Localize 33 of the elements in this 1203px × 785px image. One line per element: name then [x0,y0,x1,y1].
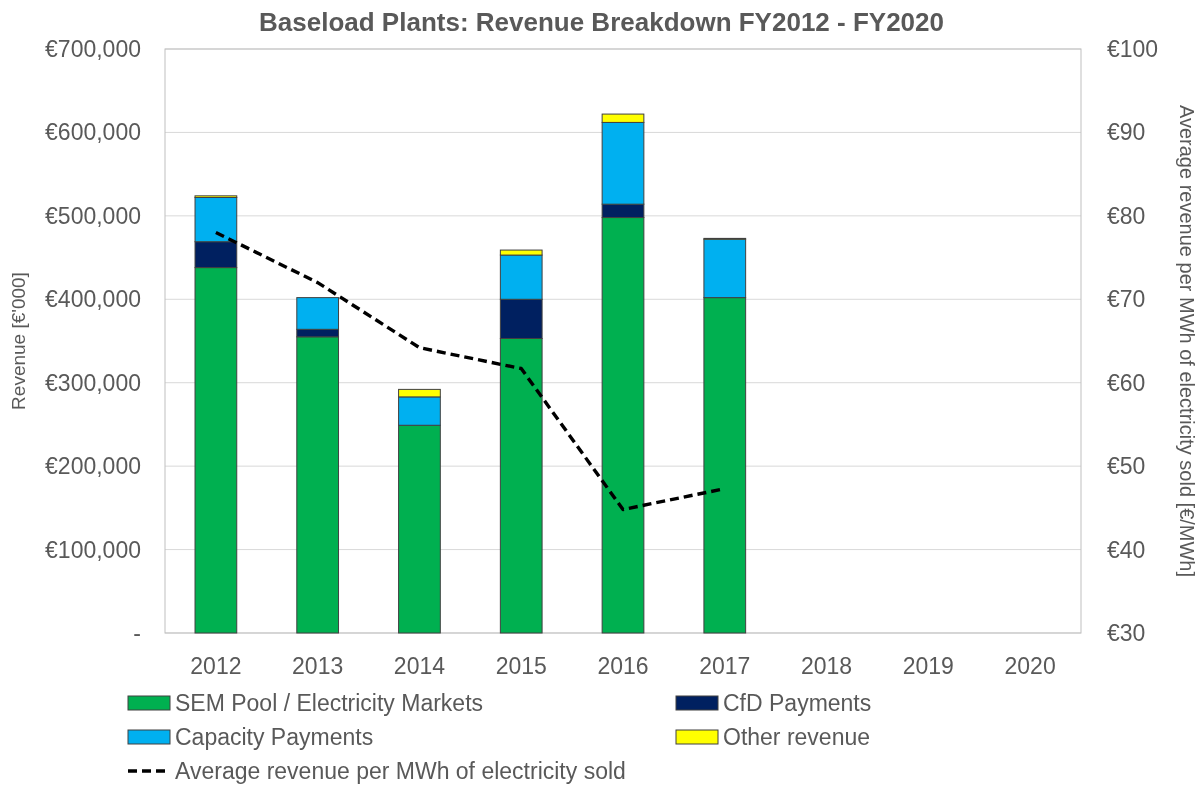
y2-tick-label: €40 [1107,536,1146,563]
y-tick-label: €200,000 [45,453,141,480]
y2-tick-label: €30 [1107,620,1146,646]
y2-tick-label: €80 [1107,202,1146,229]
legend-label: Capacity Payments [175,724,374,750]
x-tick-label: 2015 [495,653,547,679]
y-tick-label: €700,000 [45,36,141,62]
y-tick-label: €300,000 [45,369,141,396]
y2-axis-title: Average revenue per MWh of electricity sold [€/MWh] [1176,104,1198,578]
x-tick-label: 2018 [800,653,853,679]
y-axis-title: Revenue [€'000] [7,272,29,410]
y-tick-label: €600,000 [45,119,141,146]
legend-label: Average revenue per MWh of electricity sold [175,758,626,784]
x-tick-label: 2020 [1004,653,1056,679]
legend-label: SEM Pool / Electricity Markets [175,690,484,716]
x-tick-label: 2017 [699,653,751,679]
y2-tick-label: €60 [1107,369,1146,396]
y2-tick-label: €100 [1107,36,1159,62]
y2-tick-label: €70 [1107,286,1146,313]
x-tick-label: 2014 [393,653,446,679]
x-tick-label: 2016 [597,653,649,679]
y-tick-label: - [133,620,141,646]
legend-label: CfD Payments [723,690,872,716]
x-tick-label: 2019 [902,653,954,679]
y2-tick-label: €90 [1107,119,1146,146]
legend-label: Other revenue [723,724,871,750]
chart-title: Baseload Plants: Revenue Breakdown FY2012 - FY2020 [259,7,944,37]
y-tick-label: €100,000 [45,536,141,563]
y-tick-label: €500,000 [45,202,141,229]
y-tick-label: €400,000 [45,286,141,313]
x-tick-label: 2012 [190,653,242,679]
y2-tick-label: €50 [1107,453,1146,480]
x-tick-label: 2013 [292,653,344,679]
